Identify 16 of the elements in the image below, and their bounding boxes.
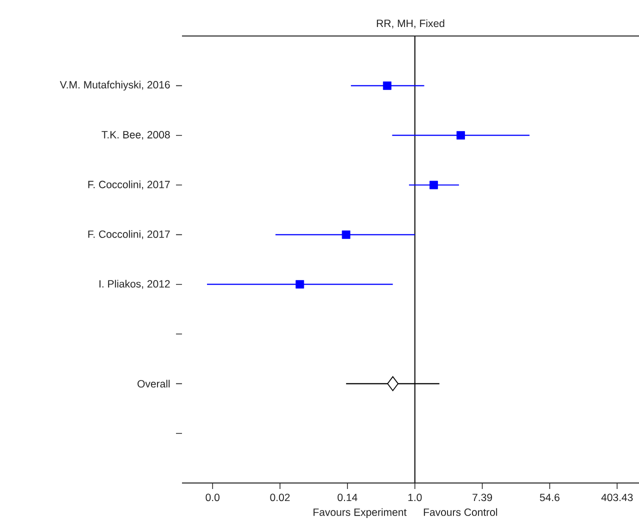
x-tick-label: 403.43 bbox=[601, 494, 633, 502]
text: Favours Control bbox=[424, 508, 498, 516]
y-tick-label: I. Pliakos, 2012 bbox=[99, 280, 170, 289]
x-tick-label: 0.0 bbox=[206, 494, 220, 502]
y-tick-label: Overall bbox=[138, 380, 170, 388]
x-tick-label: 0.14 bbox=[338, 494, 358, 502]
y-tick-label: F. Coccolini, 2017 bbox=[88, 230, 170, 240]
text: Favours Experiment bbox=[314, 508, 407, 518]
y-tick-label: F. Coccolini, 2017 bbox=[88, 180, 170, 190]
x-tick-label: 7.39 bbox=[472, 494, 492, 502]
x-tick-label: 0.02 bbox=[270, 494, 290, 502]
chart-title: RR, MH, Fixed bbox=[376, 19, 444, 28]
x-tick-label: 1.0 bbox=[408, 494, 422, 502]
x-tick-label: 54.6 bbox=[540, 494, 560, 502]
y-tick-label: V.M. Mutafchiyski, 2016 bbox=[60, 80, 170, 91]
y-tick-label: T.K. Bee, 2008 bbox=[102, 131, 170, 140]
